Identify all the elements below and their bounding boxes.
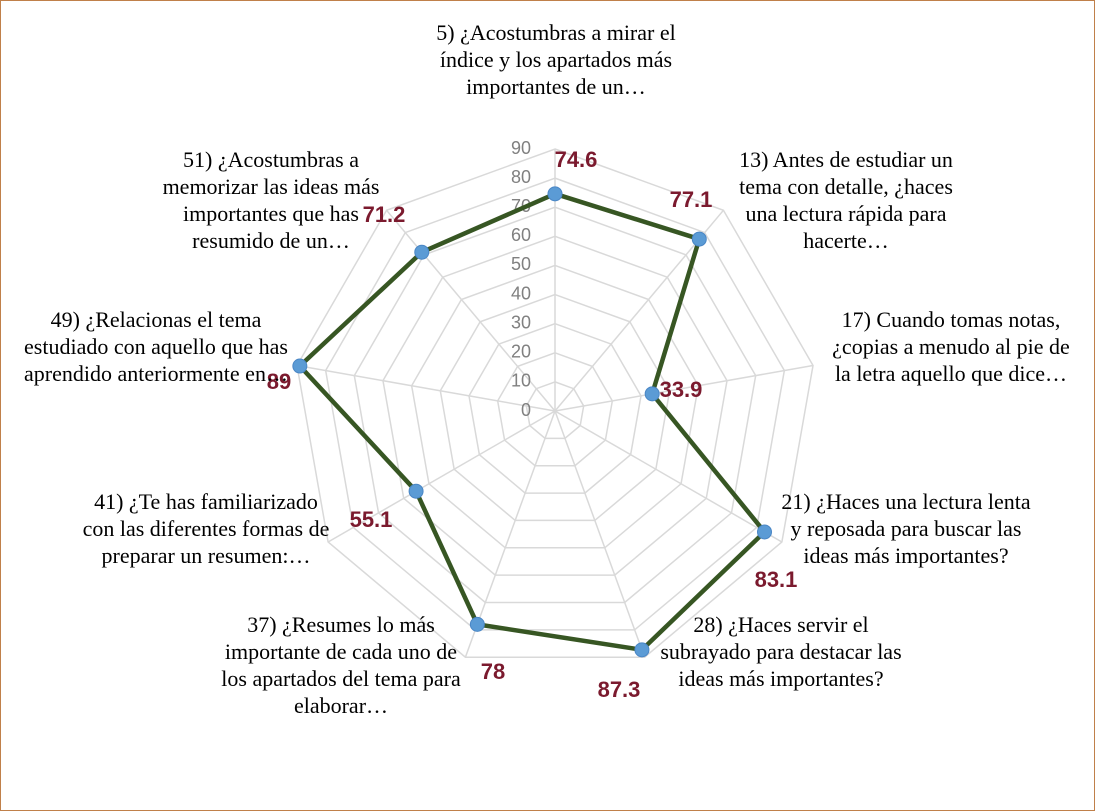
value-label: 71.2	[363, 202, 406, 227]
grid-ring	[353, 206, 757, 604]
category-label: 17) Cuando tomas notas, ¿copias a menudo…	[832, 307, 1070, 386]
value-label: 77.1	[670, 187, 713, 212]
marker	[414, 244, 430, 260]
value-label: 55.1	[350, 507, 393, 532]
r-tick-label: 60	[511, 225, 531, 245]
grid-ring	[382, 235, 728, 576]
marker	[757, 524, 773, 540]
category-label: 41) ¿Te has familiarizado con las difere…	[82, 489, 330, 568]
category-label: 51) ¿Acostumbras a memorizar las ideas m…	[162, 147, 380, 253]
value-label: 87.3	[598, 677, 641, 702]
category-label: 21) ¿Haces una lectura lenta y reposada …	[781, 489, 1031, 568]
marker	[292, 358, 308, 374]
grid-ring	[439, 293, 671, 522]
r-tick-label: 50	[511, 254, 531, 274]
r-tick-label: 0	[521, 400, 531, 420]
marker	[469, 616, 485, 632]
value-label: 78	[481, 659, 505, 684]
grid-ring	[496, 351, 614, 467]
category-label: 5) ¿Acostumbras a mirar el índice y los …	[436, 20, 676, 99]
value-label: 83.1	[755, 567, 798, 592]
value-label: 33.9	[660, 377, 703, 402]
category-label: 28) ¿Haces servir el subrayado para dest…	[660, 612, 902, 691]
spoke	[464, 410, 556, 658]
value-label: 89	[267, 369, 291, 394]
spoke	[554, 364, 814, 412]
marker	[547, 186, 563, 202]
category-label: 37) ¿Resumes lo más importante de cada u…	[221, 612, 461, 718]
spoke	[554, 410, 783, 543]
grid-ring	[324, 177, 786, 631]
value-label: 74.6	[555, 147, 598, 172]
marker	[691, 231, 707, 247]
category-label: 13) Antes de estudiar un tema con detall…	[739, 147, 953, 253]
grid-ring	[468, 322, 642, 494]
r-tick-label: 30	[511, 312, 531, 332]
spoke	[296, 364, 556, 412]
grid-ring	[296, 148, 814, 658]
category-label: 49) ¿Relacionas el tema estudiado con aq…	[24, 307, 288, 386]
spoke	[386, 209, 556, 412]
marker	[634, 642, 650, 658]
series-line	[297, 191, 767, 653]
r-tick-label: 20	[511, 342, 531, 362]
r-tick-label: 80	[511, 167, 531, 187]
r-tick-label: 40	[511, 283, 531, 303]
r-tick-label: 10	[511, 371, 531, 391]
marker	[408, 483, 424, 499]
grid-ring	[525, 381, 585, 440]
spoke	[554, 410, 646, 658]
grid-ring	[410, 264, 700, 549]
spoke	[327, 410, 556, 543]
marker	[644, 386, 660, 402]
r-tick-label: 90	[511, 138, 531, 158]
